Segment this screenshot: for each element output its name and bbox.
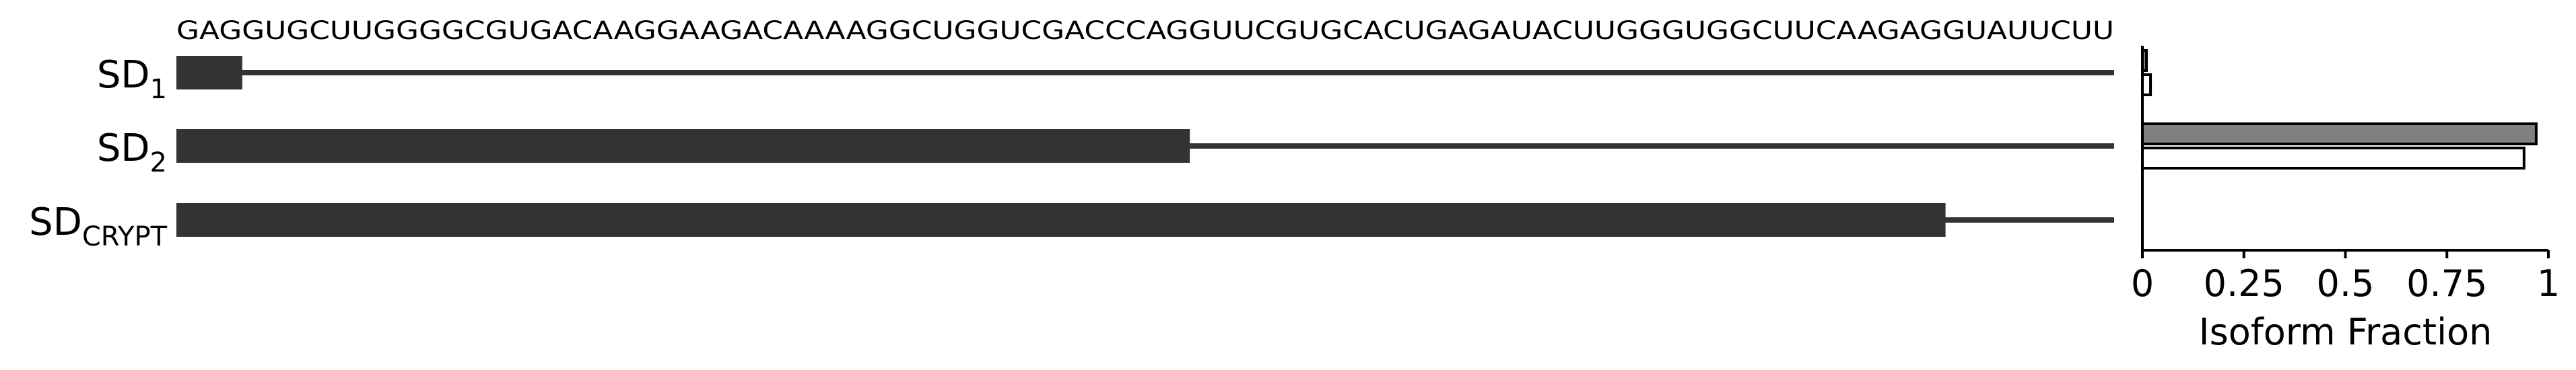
exon-block [176,203,1946,237]
x-tick-label: 0.25 [2204,262,2284,305]
isoform-row-1: SD1 [97,53,2114,105]
x-axis-label: Isoform Fraction [2199,311,2493,353]
x-tick-label: 0.75 [2406,262,2487,305]
fraction-bar-filled [2141,122,2538,145]
isoform-label-base: SD [97,53,150,97]
isoform-fraction-chart: 0 0.25 0.5 0.75 1 Isoform Fraction [2131,46,2560,353]
isoform-row-2: SD2 [97,126,2114,178]
rna-sequence: GAGGUGCUUGGGGCGUGACAAGGAAGACAAAAGGCUGGUC… [176,16,2114,45]
isoform-label: SD1 [97,53,167,105]
isoform-label-base: SD [29,200,82,244]
x-tick-label: 0.5 [2317,262,2375,305]
isoform-label-subscript: 2 [150,147,167,178]
isoform-row-3: SDCRYPT [29,200,2114,252]
isoform-label-subscript: 1 [150,74,167,105]
exon-block [176,56,242,89]
isoform-label: SD2 [97,126,167,178]
isoform-label-base: SD [97,126,150,170]
x-tick-label: 1 [2537,262,2560,305]
isoform-label-subscript: CRYPT [82,221,168,252]
fraction-bar-outline [2141,147,2526,170]
x-tick-label: 0 [2131,262,2154,305]
isoform-label: SDCRYPT [29,200,167,252]
exon-block [176,129,1190,163]
